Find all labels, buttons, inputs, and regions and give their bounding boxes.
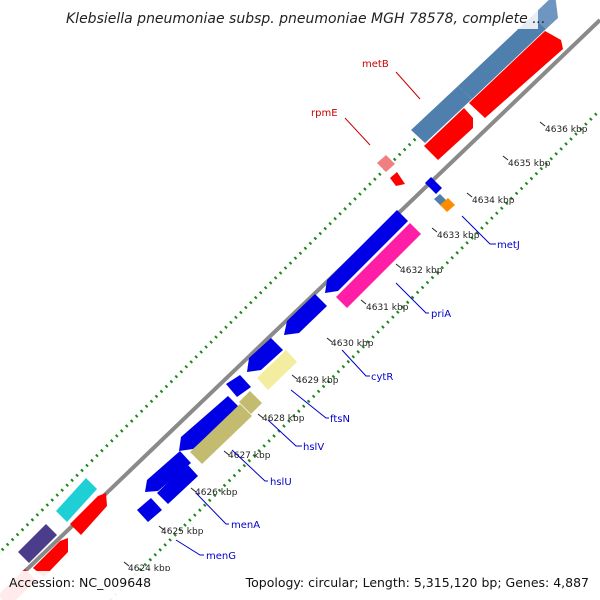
- cds-hslV[interactable]: [239, 391, 262, 414]
- cds-blue-2[interactable]: [284, 294, 327, 335]
- cds-menA[interactable]: [157, 464, 198, 504]
- tick-label: 4631 kbp: [366, 303, 409, 313]
- gene-label-hslU: hslU: [270, 477, 292, 488]
- cds-rpmE-arrow[interactable]: [390, 172, 405, 186]
- map-title: Klebsiella pneumoniae subsp. pneumoniae …: [66, 11, 546, 27]
- gene-label-metB: metB: [362, 59, 389, 70]
- gene-label-ftsN: ftsN: [330, 414, 350, 425]
- cds-teal[interactable]: [56, 478, 97, 522]
- genome-summary: Topology: circular; Length: 5,315,120 bp…: [245, 575, 589, 590]
- title-backdrop: [58, 5, 538, 29]
- tick-label: 4628 kbp: [262, 414, 305, 424]
- cds-metB[interactable]: [469, 31, 563, 118]
- cds-priA[interactable]: [336, 223, 421, 308]
- gene-label-rpmE: rpmE: [311, 108, 338, 119]
- status-footer: Accession: NC_009648 Topology: circular;…: [0, 571, 600, 600]
- cds-blue-4[interactable]: [145, 451, 191, 492]
- gene-label-metJ: metJ: [497, 240, 520, 251]
- gene-label-menA: menA: [231, 520, 260, 531]
- gene-label-cytR: cytR: [371, 372, 393, 383]
- feature-small-orange[interactable]: [440, 198, 455, 212]
- gene-label-menG: menG: [206, 551, 236, 562]
- tick-label: 4629 kbp: [296, 376, 339, 386]
- tick-label: 4630 kbp: [331, 339, 374, 349]
- scale-ticks: [123, 121, 546, 567]
- cds-ftsN[interactable]: [226, 375, 251, 397]
- cds-red-lower-2[interactable]: [33, 538, 68, 577]
- cds-blue-long-1[interactable]: [325, 210, 408, 293]
- tick-label: 4634 kbp: [472, 196, 515, 206]
- cds-cytR[interactable]: [247, 338, 283, 372]
- cds-purple[interactable]: [18, 524, 57, 563]
- tick-label: 4633 kbp: [437, 231, 480, 241]
- tick-label: 4632 kbp: [400, 266, 443, 276]
- feature-block-steelblue-1[interactable]: [411, 86, 472, 143]
- tick-label: 4626 kbp: [195, 488, 238, 498]
- cds-metJ[interactable]: [425, 177, 442, 194]
- gene-label-hslV: hslV: [303, 442, 324, 453]
- tick-label: 4627 kbp: [228, 451, 271, 461]
- gene-leader-lines: [175, 71, 496, 556]
- accession-label: Accession: NC_009648: [9, 575, 152, 590]
- cds-blue-3[interactable]: [179, 396, 240, 451]
- gene-labels: metB rpmE metJ priA cytR ftsN hslV hslU …: [206, 59, 520, 562]
- gene-label-priA: priA: [431, 309, 451, 320]
- tick-label: 4636 kbp: [545, 125, 588, 135]
- scale-tick-labels: 4624 kbp 4625 kbp 4626 kbp 4627 kbp 4628…: [128, 125, 588, 574]
- tick-label: 4625 kbp: [161, 527, 204, 537]
- cds-menG[interactable]: [137, 498, 162, 522]
- feature-block-steelblue-2[interactable]: [458, 16, 546, 99]
- feature-block-steelblue-arrow[interactable]: [532, 0, 558, 29]
- cds-hslU[interactable]: [190, 404, 252, 464]
- cds-red-lower-1[interactable]: [70, 493, 107, 535]
- tick-label: 4624 kbp: [128, 564, 171, 574]
- tick-label: 4635 kbp: [508, 159, 551, 169]
- cds-pale-yellow[interactable]: [257, 350, 297, 390]
- cds-rpmE-block[interactable]: [377, 155, 395, 172]
- cds-red-2[interactable]: [424, 108, 473, 160]
